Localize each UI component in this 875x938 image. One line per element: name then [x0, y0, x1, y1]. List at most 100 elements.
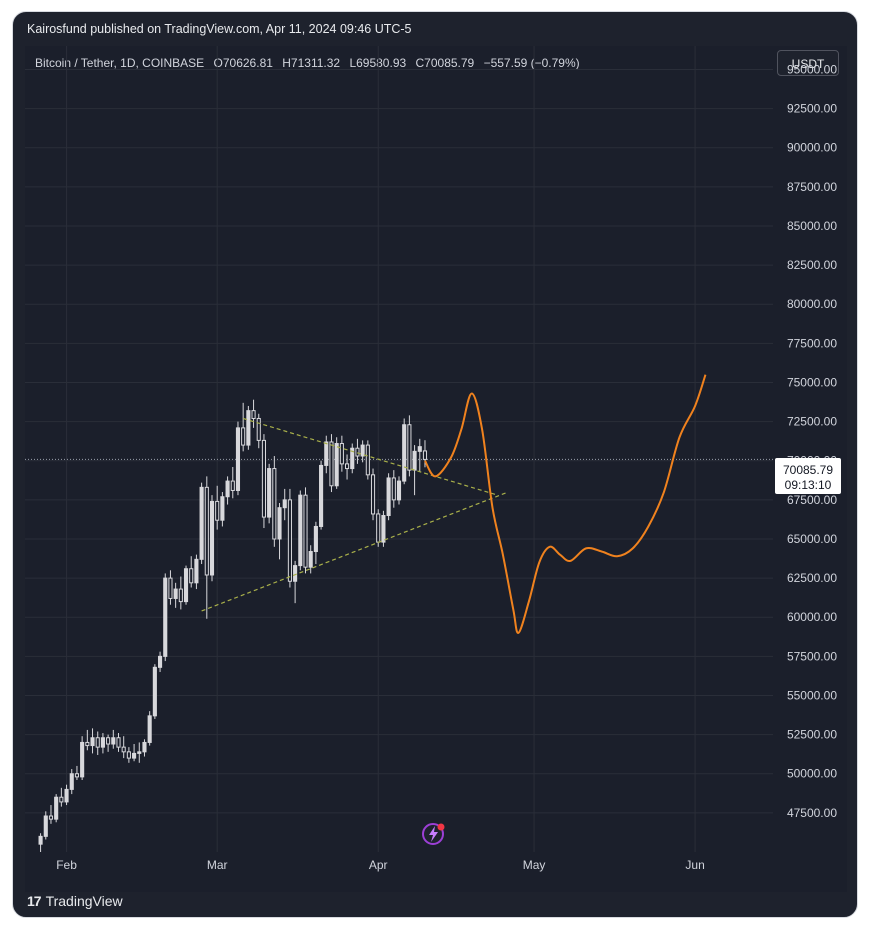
candle — [147, 711, 152, 746]
candle — [64, 784, 69, 806]
candle — [126, 747, 131, 763]
candle-body — [111, 737, 116, 745]
candle-body — [334, 443, 339, 487]
candle — [137, 742, 142, 763]
candle-body — [90, 737, 95, 747]
price-chart[interactable]: 47500.00 50000.00 52500.00 55000.00 57500.00… — [13, 12, 858, 918]
y-tick-label: 87500.00 — [787, 180, 837, 194]
candle-body — [256, 417, 261, 441]
legend-high: H71311.32 — [282, 56, 341, 70]
candle — [54, 794, 59, 823]
candle-body — [329, 441, 334, 487]
candle-body — [277, 507, 282, 540]
currency-button[interactable]: USDT — [777, 50, 839, 76]
candle-body — [267, 468, 272, 518]
x-tick-label: Apr — [369, 858, 388, 872]
candles — [38, 399, 428, 852]
candle — [48, 805, 54, 824]
candle-body — [241, 427, 246, 446]
footer-brand-label: TradingView — [45, 893, 123, 909]
candle-body — [59, 796, 64, 803]
candle — [303, 487, 308, 574]
candle-body — [350, 447, 355, 470]
projection-path — [424, 374, 707, 634]
candle-body — [308, 551, 313, 568]
candle-body — [251, 410, 256, 419]
y-axis-ticks: 47500.00 50000.00 52500.00 55000.00 57500.00… — [787, 62, 837, 819]
footer-brand: 17 TradingView — [27, 890, 123, 912]
legend-close: C70085.79 — [415, 56, 475, 70]
candle — [256, 413, 261, 449]
candle — [313, 521, 318, 565]
candle-body — [396, 480, 402, 501]
candle-body — [69, 773, 74, 790]
candle — [95, 731, 100, 755]
candle — [251, 399, 256, 428]
candle-body — [303, 494, 308, 568]
y-tick-label: 57500.00 — [787, 649, 837, 663]
candle — [402, 418, 407, 485]
candle — [157, 651, 163, 673]
candle-body — [339, 443, 344, 465]
price-label: 70085.79 09:13:10 — [775, 458, 841, 494]
candle-body — [147, 715, 152, 743]
price-label-price: 70085.79 — [783, 463, 833, 477]
candle-body — [272, 468, 277, 540]
candle — [90, 728, 95, 754]
lightning-icon[interactable] — [422, 823, 445, 845]
candle — [106, 734, 111, 752]
candle-body — [121, 746, 126, 753]
candle — [386, 473, 391, 521]
y-tick-label: 90000.00 — [787, 141, 837, 155]
candle — [267, 463, 272, 524]
candle — [407, 415, 412, 477]
candle — [209, 495, 215, 582]
legend-change: −557.59 (−0.79%) — [483, 56, 580, 70]
candle — [199, 482, 204, 565]
candle — [85, 729, 90, 751]
candle-body — [225, 480, 230, 498]
candle-body — [261, 439, 267, 518]
candle — [163, 573, 168, 662]
candle — [121, 736, 126, 759]
candle — [350, 443, 355, 474]
candle — [344, 454, 350, 480]
legend-open: O70626.81 — [213, 56, 273, 70]
candle-body — [386, 477, 391, 517]
candle — [152, 664, 157, 719]
candle-body — [38, 835, 43, 845]
triangle-upper-line — [242, 417, 498, 496]
candle — [116, 733, 121, 752]
x-tick-label: Mar — [207, 858, 228, 872]
candle-body — [391, 477, 396, 501]
candle — [298, 490, 303, 571]
candle-body — [157, 655, 163, 668]
candle-body — [106, 737, 111, 745]
candle — [272, 456, 277, 547]
candle-body — [324, 441, 329, 466]
y-tick-label: 95000.00 — [787, 62, 837, 76]
candle — [142, 739, 147, 757]
y-tick-label: 77500.00 — [787, 336, 837, 350]
candle-body — [142, 741, 147, 753]
y-tick-label: 80000.00 — [787, 297, 837, 311]
y-tick-label: 67500.00 — [787, 493, 837, 507]
candle-body — [152, 666, 157, 717]
candle-body — [48, 815, 54, 820]
candle-body — [80, 741, 85, 778]
candle — [241, 402, 246, 452]
candle-body — [132, 752, 137, 759]
grid-lines — [25, 46, 773, 852]
y-tick-label: 65000.00 — [787, 532, 837, 546]
candle — [417, 438, 422, 472]
candle-body — [313, 525, 318, 553]
candle — [308, 545, 313, 574]
candle — [339, 435, 344, 472]
candle — [235, 421, 241, 496]
candle-body — [417, 446, 422, 452]
candle — [319, 460, 324, 530]
candle — [178, 576, 183, 610]
y-tick-label: 72500.00 — [787, 415, 837, 429]
candle-body — [178, 588, 183, 603]
candle-body — [235, 427, 241, 491]
